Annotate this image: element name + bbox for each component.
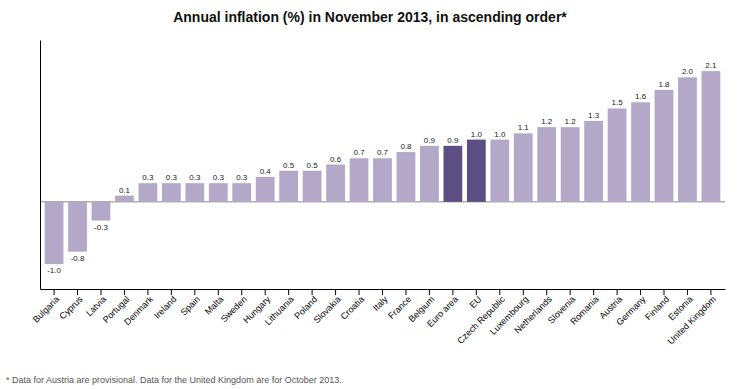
data-label: 0.9 (424, 136, 436, 145)
x-tick-label: Denmark (122, 294, 155, 327)
bar (514, 133, 533, 201)
plot: -1.0 -0.8 -0.3 0.1 0.3 0.3 0.3 0.3 0.3 0.4 0.5 0.5 0… (31, 41, 726, 347)
bar (256, 177, 275, 202)
x-tick: Ireland (152, 289, 179, 321)
bar (92, 202, 111, 221)
bar (373, 158, 392, 202)
bar (209, 183, 228, 202)
bar (678, 77, 697, 202)
data-label: 1.5 (612, 98, 624, 107)
bar (655, 90, 674, 202)
data-label: 0.3 (166, 173, 178, 182)
x-tick-label: Netherlands (512, 294, 554, 336)
x-tick-label: Ireland (152, 294, 179, 321)
bar (490, 140, 509, 202)
x-tick-label: Bulgaria (31, 294, 61, 324)
data-label: 0.8 (400, 142, 412, 151)
x-tick-label: Spain (179, 294, 202, 317)
x-tick-label: Croatia (339, 294, 367, 322)
bar (420, 146, 439, 202)
data-label: 1.8 (658, 80, 670, 89)
bar (631, 102, 650, 202)
data-label: 0.9 (447, 136, 459, 145)
data-label: 1.2 (565, 117, 577, 126)
bars (45, 71, 721, 264)
bar (68, 202, 87, 252)
x-tick: Romania (568, 289, 601, 327)
data-label: -0.8 (71, 254, 85, 263)
data-label: 1.0 (471, 130, 483, 139)
data-label: 0.3 (142, 173, 154, 182)
data-label: 0.7 (377, 148, 389, 157)
x-tick: EU (468, 289, 484, 310)
x-tick: Germany (614, 289, 648, 327)
x-tick-label: Romania (568, 294, 601, 327)
x-tick-label: Lithuania (263, 294, 296, 327)
x-tick: Euro area (425, 289, 460, 329)
bar (702, 71, 721, 202)
data-label: 0.1 (119, 186, 131, 195)
data-label: 0.5 (307, 161, 319, 170)
x-tick: United Kingdom (666, 289, 718, 347)
bar (537, 127, 556, 202)
bar (232, 183, 251, 202)
data-label: 1.6 (635, 92, 647, 101)
data-label: 1.0 (494, 130, 506, 139)
bar (279, 171, 298, 202)
data-label: 0.3 (213, 173, 225, 182)
x-tick-label: Germany (614, 294, 648, 328)
x-tick: Italy (371, 289, 390, 313)
bar (608, 108, 627, 201)
x-tick-label: Euro area (425, 294, 460, 329)
bar (45, 202, 64, 264)
bar (561, 127, 580, 202)
bar (467, 140, 486, 202)
bar (139, 183, 158, 202)
bar (162, 183, 181, 202)
y-axis-line (40, 41, 41, 290)
data-label: 1.3 (588, 111, 600, 120)
data-label: 0.6 (330, 155, 342, 164)
x-tick: Netherlands (512, 289, 554, 336)
y-axis (40, 41, 41, 290)
bar (303, 171, 322, 202)
data-labels: -1.0 -0.8 -0.3 0.1 0.3 0.3 0.3 0.3 0.3 0.4 0.5 0.5 0… (47, 61, 717, 275)
bar (350, 158, 369, 202)
bar (185, 183, 204, 202)
x-tick-label: EU (468, 294, 484, 310)
bar (397, 152, 416, 202)
data-label: 0.4 (260, 167, 272, 176)
x-tick: Denmark (122, 289, 155, 327)
data-label: 0.7 (353, 148, 365, 157)
x-tick-label: United Kingdom (666, 294, 718, 346)
data-label: 1.2 (541, 117, 553, 126)
x-axis: BulgariaCyprusLatviaPortugalDenmarkIrela… (31, 289, 726, 347)
x-tick: Cyprus (57, 289, 85, 321)
data-label: 2.0 (682, 67, 694, 76)
x-tick: Croatia (339, 289, 367, 322)
footnote: * Data for Austria are provisional. Data… (6, 375, 342, 385)
data-label: 1.1 (518, 123, 530, 132)
bar (326, 165, 345, 202)
bar (115, 196, 134, 202)
x-tick: Slovakia (312, 289, 343, 325)
x-tick-label: Italy (371, 294, 390, 313)
data-label: -1.0 (47, 266, 61, 275)
x-tick-label: Finland (643, 294, 671, 322)
x-tick: Bulgaria (31, 289, 61, 325)
x-tick: Lithuania (263, 289, 296, 327)
chart: Annual inflation (%) in November 2013, i… (0, 0, 740, 389)
data-label: 2.1 (705, 61, 717, 70)
title: Annual inflation (%) in November 2013, i… (173, 9, 567, 25)
x-tick: Spain (179, 289, 202, 318)
data-label: 0.3 (189, 173, 201, 182)
x-tick-label: Cyprus (57, 294, 85, 322)
data-label: -0.3 (94, 223, 108, 232)
bar (584, 121, 603, 202)
data-label: 0.5 (283, 161, 295, 170)
data-label: 0.3 (236, 173, 248, 182)
x-tick-label: Slovakia (312, 294, 343, 325)
bar (443, 146, 462, 202)
